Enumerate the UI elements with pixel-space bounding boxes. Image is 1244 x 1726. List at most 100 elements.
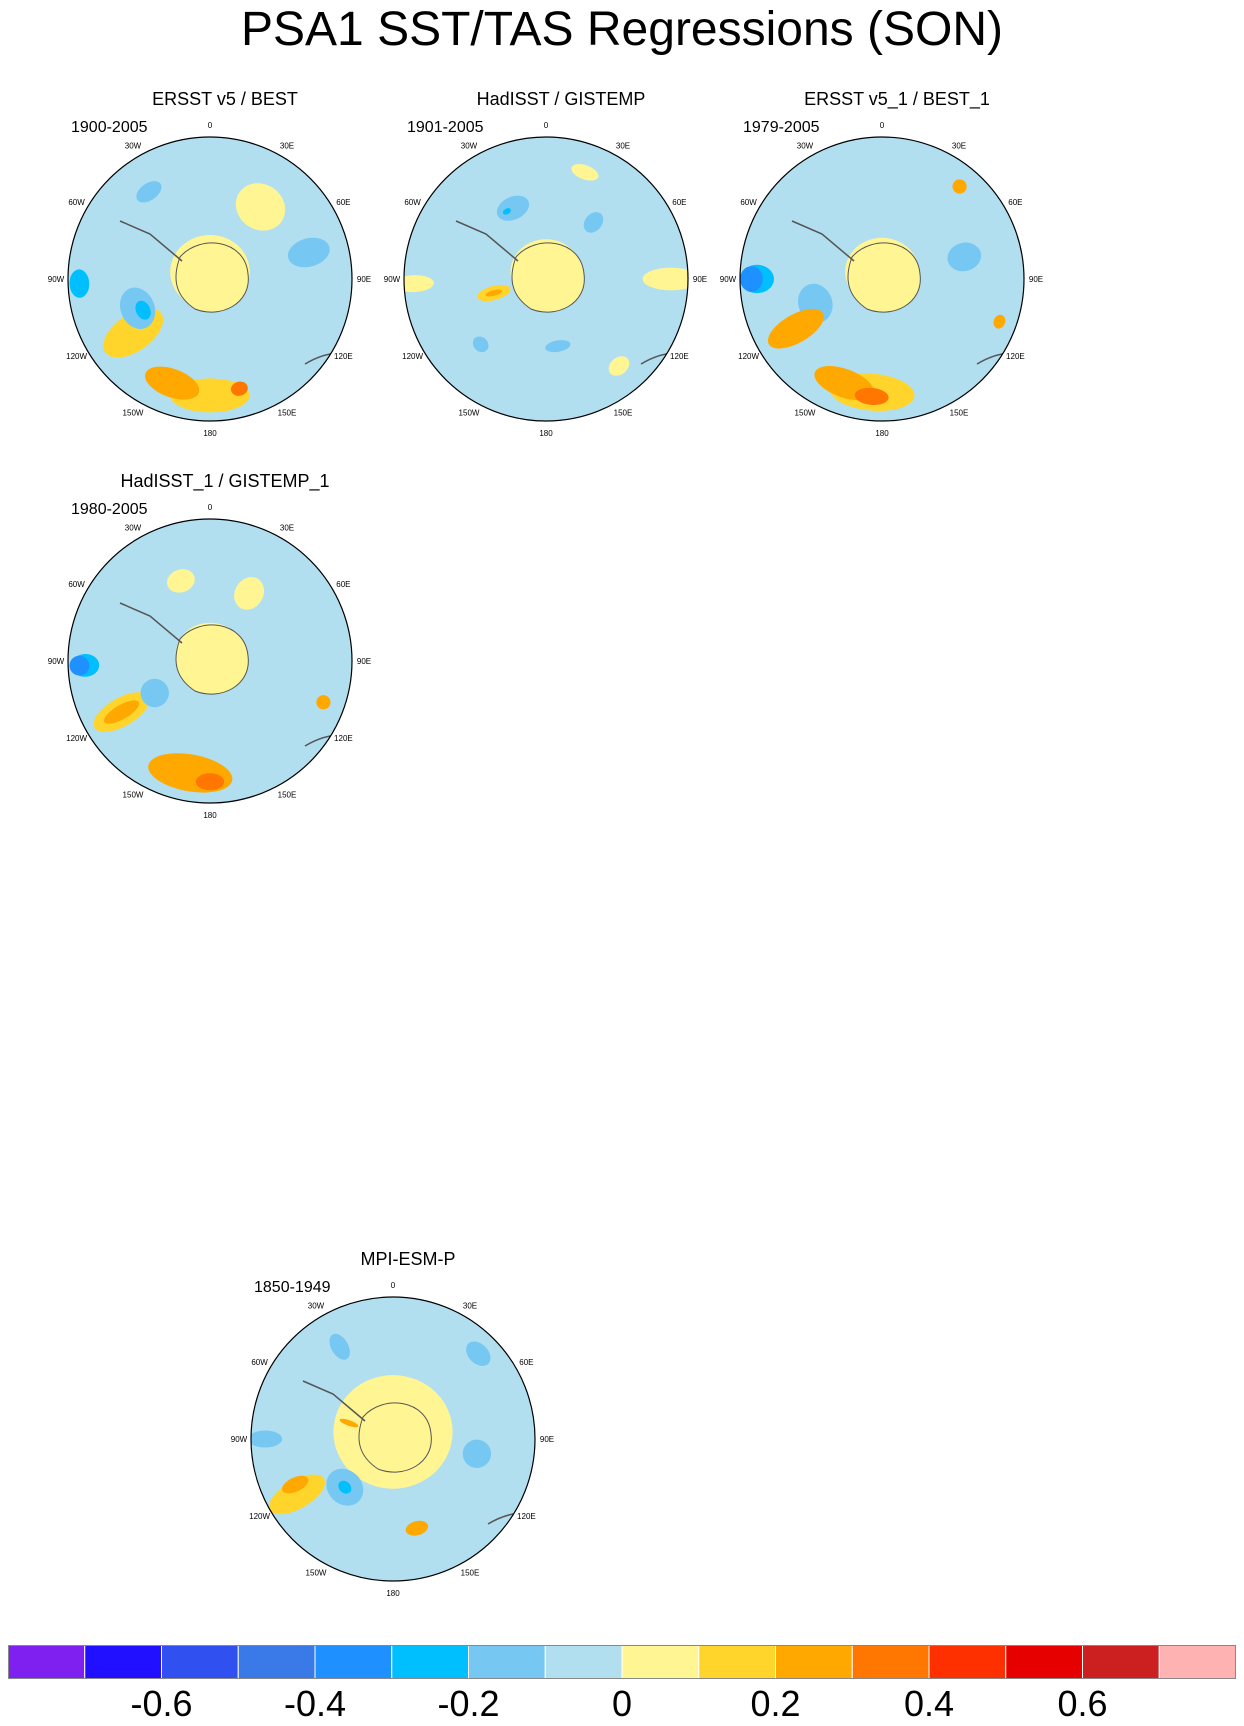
longitude-label: 30E bbox=[952, 142, 966, 151]
longitude-label: 30W bbox=[797, 142, 814, 151]
longitude-label: 90E bbox=[540, 1435, 554, 1444]
longitude-label: 180 bbox=[203, 811, 217, 820]
colorbar-swatch bbox=[544, 1645, 623, 1679]
longitude-label: 0 bbox=[544, 121, 549, 130]
colorbar-tick-label: 0.6 bbox=[1057, 1683, 1108, 1724]
antarctica-coastline bbox=[511, 242, 585, 313]
south-america-coastline bbox=[119, 602, 183, 644]
panel-title: HadISST_1 / GISTEMP_1 bbox=[120, 471, 330, 491]
anomaly-region bbox=[854, 387, 889, 405]
panel-years: 1980-2005 bbox=[71, 501, 148, 518]
anomaly-region bbox=[502, 208, 511, 215]
anomaly-region bbox=[466, 1341, 491, 1366]
anomaly-region bbox=[545, 340, 571, 353]
longitude-label: 150W bbox=[123, 408, 144, 417]
longitude-label: 150E bbox=[950, 408, 969, 417]
antarctica-coastline bbox=[175, 624, 249, 695]
longitude-label: 0 bbox=[880, 121, 885, 130]
longitude-label: 60W bbox=[68, 580, 85, 589]
colorbar bbox=[8, 1645, 1236, 1679]
map-panel-ersst1-best1: ERSST v5_1 / BEST_1 1979-2005 0 30E 60E 90E… bbox=[717, 88, 1077, 468]
map-panel-ersst-best: ERSST v5 / BEST 1900-2005 0 30E 60E 90E 120E… bbox=[45, 88, 405, 468]
polar-map: 0 30E 60E 90E 120E 150E 180 150W 120W 90W 60W 30W bbox=[384, 121, 707, 438]
longitude-label: 60E bbox=[336, 580, 350, 589]
anomaly-region bbox=[136, 181, 162, 203]
longitude-label: 90W bbox=[384, 275, 401, 284]
colorbar-swatch bbox=[775, 1645, 853, 1679]
colorbar-tick-label: -0.6 bbox=[130, 1683, 193, 1724]
longitude-label: 0 bbox=[391, 1281, 396, 1290]
colorbar-tick-label: 0 bbox=[611, 1683, 633, 1724]
colorbar-swatch bbox=[237, 1645, 316, 1679]
longitude-label: 30W bbox=[125, 524, 142, 533]
colorbar-swatch bbox=[84, 1645, 162, 1679]
panel-years: 1901-2005 bbox=[407, 119, 484, 136]
antarctica-coastline bbox=[175, 242, 249, 313]
anomaly-region bbox=[103, 700, 140, 724]
longitude-label: 90E bbox=[693, 275, 707, 284]
anomaly-region bbox=[230, 381, 248, 396]
anomaly-region bbox=[235, 183, 286, 231]
anomaly-region bbox=[269, 1474, 326, 1515]
longitude-label: 120W bbox=[66, 352, 87, 361]
longitude-label: 180 bbox=[203, 429, 217, 438]
longitude-label: 30E bbox=[280, 524, 294, 533]
anomaly-region bbox=[329, 1333, 350, 1360]
anomaly-region bbox=[316, 695, 331, 710]
anomaly-region bbox=[234, 577, 265, 610]
colorbar-swatch bbox=[1158, 1645, 1236, 1679]
longitude-label: 60W bbox=[404, 198, 421, 207]
panel-title: ERSST v5 / BEST bbox=[152, 89, 298, 109]
anomaly-region bbox=[462, 1439, 492, 1469]
colorbar-swatch bbox=[468, 1645, 546, 1679]
longitude-label: 0 bbox=[208, 503, 213, 512]
longitude-label: 120W bbox=[738, 352, 759, 361]
anomaly-region bbox=[69, 269, 90, 298]
map-border bbox=[67, 136, 353, 422]
colorbar-swatch bbox=[314, 1645, 393, 1679]
map-border bbox=[67, 518, 353, 804]
longitude-label: 150E bbox=[614, 408, 633, 417]
longitude-label: 120E bbox=[334, 352, 353, 361]
anomaly-region bbox=[583, 212, 604, 233]
longitude-label: 150E bbox=[278, 408, 297, 417]
panel-years: 1850-1949 bbox=[254, 1279, 331, 1296]
longitude-label: 30E bbox=[280, 142, 294, 151]
longitude-label: 120E bbox=[334, 734, 353, 743]
longitude-label: 180 bbox=[539, 429, 553, 438]
anomaly-region bbox=[281, 1475, 309, 1494]
south-america-coastline bbox=[119, 220, 183, 262]
anomaly-region bbox=[405, 1520, 429, 1536]
anomaly-region bbox=[166, 569, 195, 593]
colorbar-tick-label: -0.4 bbox=[283, 1683, 347, 1724]
anomaly-region bbox=[952, 179, 967, 194]
colorbar-labels: -0.6 -0.4 -0.2 0 0.2 0.4 0.6 bbox=[8, 1684, 1236, 1726]
map-panel-hadisst1-gistemp1: HadISST_1 / GISTEMP_1 1980-2005 0 30E 60E 9… bbox=[45, 470, 405, 850]
anomaly-region bbox=[993, 314, 1006, 329]
colorbar-swatch bbox=[698, 1645, 776, 1679]
longitude-label: 30E bbox=[616, 142, 630, 151]
longitude-label: 30W bbox=[308, 1302, 325, 1311]
longitude-label: 120E bbox=[670, 352, 689, 361]
south-america-coastline bbox=[791, 220, 855, 262]
figure-title: PSA1 SST/TAS Regressions (SON) bbox=[241, 3, 1003, 56]
polar-map: 0 30E 60E 90E 120E 150E 180 150W 120W 90W 60W 30W bbox=[231, 1281, 554, 1598]
longitude-label: 60E bbox=[672, 198, 686, 207]
map-border bbox=[403, 136, 689, 422]
anomaly-region bbox=[338, 1480, 352, 1494]
longitude-label: 120W bbox=[249, 1512, 270, 1521]
longitude-label: 90E bbox=[357, 275, 371, 284]
panel-title: ERSST v5_1 / BEST_1 bbox=[804, 89, 990, 109]
anomaly-region bbox=[144, 366, 200, 400]
longitude-label: 60W bbox=[740, 198, 757, 207]
longitude-label: 30E bbox=[463, 1302, 477, 1311]
polar-map: 0 30E 60E 90E 120E 150E 180 150W 120W 90W 60W 30W bbox=[48, 121, 371, 438]
longitude-label: 60W bbox=[68, 198, 85, 207]
anomaly-region bbox=[767, 308, 824, 349]
longitude-label: 90W bbox=[720, 275, 737, 284]
longitude-label: 150W bbox=[306, 1568, 327, 1577]
map-border bbox=[739, 136, 1025, 422]
anomaly-region bbox=[472, 336, 489, 353]
colorbar-swatch bbox=[1005, 1645, 1083, 1679]
longitude-label: 90E bbox=[357, 657, 371, 666]
